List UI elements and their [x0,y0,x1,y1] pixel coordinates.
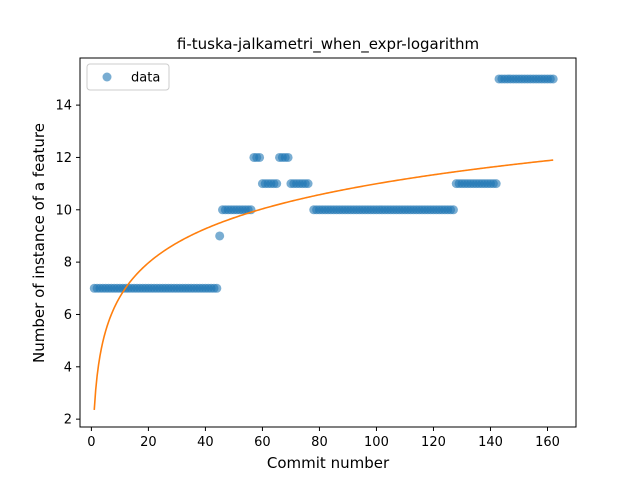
data-point [303,179,313,189]
y-axis-title: Number of instance of a feature [30,123,48,363]
y-tick-label: 12 [55,151,72,166]
data-point [548,74,558,84]
x-tick-label: 100 [364,435,389,450]
x-tick-label: 120 [421,435,446,450]
data-point [255,152,265,162]
data-point [448,205,458,215]
plot-area [89,74,558,411]
legend-box [86,63,170,91]
axes-frame [79,57,577,428]
legend-marker-data [102,72,112,82]
x-tick-label: 160 [535,435,560,450]
x-axis-title: Commit number [267,454,390,472]
data-point [272,179,282,189]
chart-title: fi-tuska-jalkametri_when_expr-logarithm [177,35,479,54]
legend: data [86,63,170,91]
data-point [212,283,222,293]
y-tick-label: 6 [64,308,72,323]
y-tick-label: 4 [64,360,72,375]
data-point [283,152,293,162]
x-tick-label: 40 [197,435,214,450]
x-tick-label: 20 [140,435,157,450]
x-axis: 0 20 40 60 80 100 120 140 160 [87,427,560,450]
x-tick-label: 80 [311,435,328,450]
x-tick-label: 0 [87,435,95,450]
data-point [215,231,225,241]
y-tick-label: 2 [64,413,72,428]
y-tick-label: 10 [55,203,72,218]
data-point [491,179,501,189]
y-tick-label: 14 [55,99,72,114]
x-tick-label: 140 [478,435,503,450]
legend-label-data: data [131,71,160,86]
x-tick-label: 60 [254,435,271,450]
y-tick-label: 8 [64,256,72,271]
y-axis: 2 4 6 8 10 12 14 [55,99,80,428]
fit-line [93,159,554,411]
